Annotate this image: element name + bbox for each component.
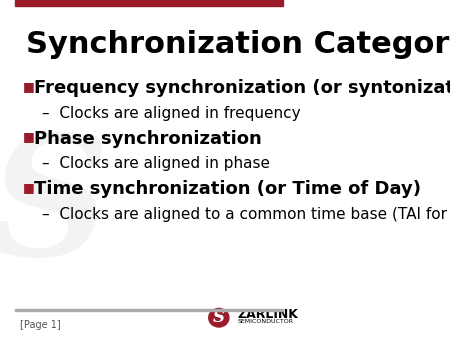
Text: –  Clocks are aligned in frequency: – Clocks are aligned in frequency <box>42 106 300 121</box>
Text: ■: ■ <box>23 80 35 93</box>
Text: ■: ■ <box>23 130 35 143</box>
Text: Time synchronization (or Time of Day): Time synchronization (or Time of Day) <box>34 180 421 198</box>
Text: SEMICONDUCTOR: SEMICONDUCTOR <box>238 319 293 323</box>
Ellipse shape <box>209 308 229 327</box>
Text: S: S <box>0 129 110 290</box>
Text: Phase synchronization: Phase synchronization <box>34 129 261 148</box>
Bar <box>15 309 283 311</box>
Text: Frequency synchronization (or syntonization): Frequency synchronization (or syntonizat… <box>34 79 450 97</box>
Bar <box>15 0 283 6</box>
Text: ZARLINK: ZARLINK <box>238 308 298 321</box>
Text: –  Clocks are aligned to a common time base (TAI for instance): – Clocks are aligned to a common time ba… <box>42 207 450 222</box>
Text: S: S <box>213 309 225 326</box>
Text: Synchronization Categories: Synchronization Categories <box>26 30 450 59</box>
Text: –  Clocks are aligned in phase: – Clocks are aligned in phase <box>42 156 270 171</box>
Text: ■: ■ <box>23 181 35 194</box>
Text: [Page 1]: [Page 1] <box>20 319 61 330</box>
